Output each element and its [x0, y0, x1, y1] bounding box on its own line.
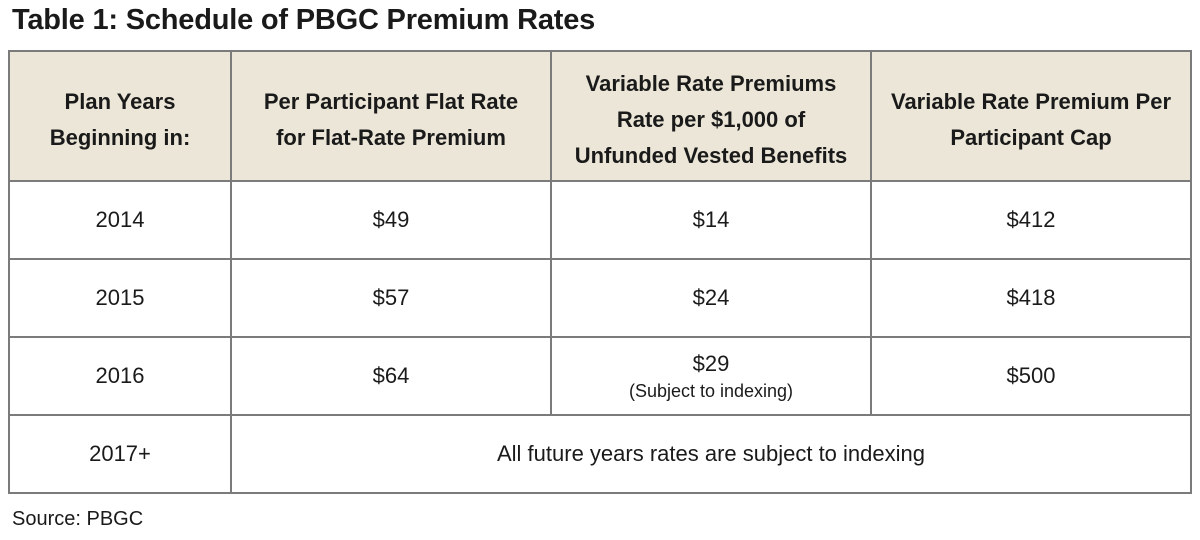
header-line: Participant Cap: [950, 125, 1112, 150]
cell-flat-rate: $64: [230, 336, 552, 416]
cell-merged-note: All future years rates are subject to in…: [230, 414, 1192, 494]
indexing-note: (Subject to indexing): [628, 380, 794, 401]
cell-cap: $418: [870, 258, 1192, 338]
cell-flat-rate: $57: [230, 258, 552, 338]
cell-year: 2016: [8, 336, 232, 416]
table-row: 2016 $64 $29 (Subject to indexing) $500: [8, 336, 1192, 416]
cell-variable-rate: $14: [550, 180, 872, 260]
cell-variable-rate: $29 (Subject to indexing): [550, 336, 872, 416]
header-row: Plan Years Beginning in: Per Participant…: [8, 50, 1192, 182]
header-plan-years: Plan Years Beginning in:: [8, 50, 232, 182]
cell-cap: $500: [870, 336, 1192, 416]
header-line: Variable Rate Premium Per: [890, 89, 1172, 114]
cell-flat-rate: $49: [230, 180, 552, 260]
table-row: 2017+ All future years rates are subject…: [8, 414, 1192, 494]
table-title: Table 1: Schedule of PBGC Premium Rates: [12, 4, 596, 36]
header-line: Variable Rate Premiums: [585, 71, 837, 96]
variable-rate-value: $29: [692, 350, 730, 376]
header-participant-cap: Variable Rate Premium Per Participant Ca…: [870, 50, 1192, 182]
header-line: Plan Years: [64, 89, 176, 114]
source-note: Source: PBGC: [12, 508, 144, 530]
cell-variable-rate: $24: [550, 258, 872, 338]
header-line: Rate per $1,000 of: [616, 107, 806, 132]
cell-year: 2015: [8, 258, 232, 338]
header-variable-rate: Variable Rate Premiums Rate per $1,000 o…: [550, 50, 872, 182]
cell-year: 2017+: [8, 414, 232, 494]
table-row: 2014 $49 $14 $412: [8, 180, 1192, 260]
table-row: 2015 $57 $24 $418: [8, 258, 1192, 338]
header-line: Beginning in:: [49, 125, 191, 150]
header-line: Per Participant Flat Rate: [263, 89, 519, 114]
header-line: Unfunded Vested Benefits: [574, 143, 848, 168]
premium-rates-table: Plan Years Beginning in: Per Participant…: [8, 50, 1192, 494]
cell-year: 2014: [8, 180, 232, 260]
header-flat-rate: Per Participant Flat Rate for Flat-Rate …: [230, 50, 552, 182]
header-line: for Flat-Rate Premium: [276, 125, 506, 150]
cell-cap: $412: [870, 180, 1192, 260]
